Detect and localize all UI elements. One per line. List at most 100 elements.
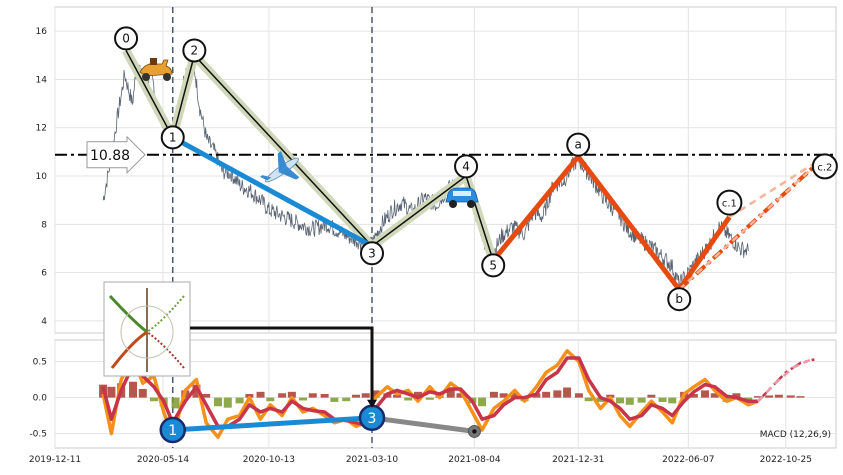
macd-histogram-bar	[214, 397, 223, 407]
car-window	[453, 191, 471, 196]
thumbnail-leaf	[108, 294, 148, 334]
macd-histogram-bar	[235, 397, 244, 404]
wave-label-circle	[454, 154, 479, 179]
macd-histogram-bar	[584, 397, 593, 402]
macd-histogram-bar	[287, 391, 296, 398]
macd-histogram-bar	[478, 397, 487, 407]
scooter-seat	[150, 58, 157, 65]
scooter-body	[139, 59, 173, 77]
price-y-tick-label: 16	[36, 27, 48, 37]
wave-label-circle	[481, 253, 506, 278]
macd-histogram-bar	[753, 396, 762, 398]
macd-histogram-bar	[413, 391, 422, 398]
macd-histogram-bar	[245, 394, 254, 398]
macd-histogram-bar	[765, 395, 774, 398]
macd-histogram-bar	[371, 390, 380, 398]
macd-histogram-bar	[266, 397, 275, 402]
wave-overlay-line	[171, 135, 374, 249]
macd-histogram-bar	[138, 388, 147, 398]
x-tick-label: 2021-08-04	[448, 455, 501, 465]
airplane-wing	[278, 166, 300, 180]
macd-histogram-bar	[796, 396, 805, 398]
wave-label-circle	[566, 132, 591, 157]
macd-histogram-bar	[786, 395, 795, 398]
price-y-tick-label: 12	[36, 124, 47, 134]
macd-histogram-bar	[574, 393, 583, 398]
macd-histogram-bar	[171, 397, 180, 409]
macd-histogram-bar	[689, 394, 698, 398]
wave-label-circle	[716, 189, 743, 216]
macd-histogram-bar	[129, 381, 138, 398]
macd-histogram-bar	[256, 391, 265, 398]
x-tick-label: 2020-10-13	[243, 455, 295, 465]
wave-label-circle	[114, 26, 139, 51]
price-y-tick-label: 6	[41, 269, 47, 279]
price-label-arrow-icon	[86, 135, 146, 174]
wave-overlay-line	[678, 155, 826, 291]
x-tick-label: 2019-12-11	[29, 455, 81, 465]
macd-histogram-bar	[647, 394, 656, 398]
macd-y-tick-label: -0.5	[29, 430, 47, 440]
car-icon	[445, 187, 479, 208]
thumbnail-leaf	[146, 331, 185, 369]
wave-label-text: 4	[462, 159, 470, 173]
scooter-icon	[139, 58, 173, 81]
price-y-tick-label: 8	[41, 220, 47, 230]
macd-histogram-bar	[308, 393, 317, 398]
price-y-tick-label: 14	[36, 75, 48, 85]
macd-annotation: MACD (12,26,9)	[760, 430, 831, 440]
macd-histogram-bar	[425, 397, 434, 400]
macd-histogram-bar	[668, 397, 677, 404]
x-tick-label: 2021-03-10	[346, 455, 399, 465]
wave-label-circle	[359, 241, 384, 266]
macd-histogram-bar	[499, 393, 508, 398]
thumbnail-connector-line	[190, 326, 374, 402]
airplane-icon	[259, 151, 300, 183]
price-y-tick-label: 10	[36, 172, 48, 182]
wave-label-text: 2	[191, 43, 199, 57]
x-tick-label: 2020-05-14	[137, 455, 190, 465]
divergence-connector	[371, 415, 475, 434]
x-tick-label: 2022-06-07	[662, 455, 714, 465]
macd-wave-marker-label: 3	[368, 411, 377, 427]
divergence-connector	[172, 415, 373, 433]
wave-overlay-line	[491, 152, 732, 294]
macd-histogram-bar	[701, 390, 710, 398]
macd-histogram-bar	[658, 397, 667, 402]
macd-y-tick-label: 0.0	[33, 394, 48, 404]
macd-wave-marker-label: 1	[168, 423, 177, 439]
wave-label-circle	[182, 38, 207, 63]
macd-histogram-bar	[542, 391, 551, 398]
macd-histogram-bar	[553, 390, 562, 398]
price-series-line	[102, 50, 749, 292]
wave-label-text: b	[675, 292, 683, 306]
thumbnail-leaf	[110, 330, 148, 369]
macd-histogram-bar	[732, 393, 741, 398]
macd-histogram-bar	[202, 394, 211, 398]
wave-label-text: c.2	[817, 162, 832, 173]
macd-histogram-bar	[223, 397, 232, 408]
wave-label-circle	[667, 287, 692, 312]
macd-y-tick-label: 0.5	[33, 358, 47, 368]
macd-projection-line	[757, 356, 815, 403]
macd-histogram-bar	[563, 387, 572, 398]
wave-label-circle	[811, 153, 838, 180]
airplane-wing	[277, 151, 287, 173]
macd-histogram-bar	[637, 397, 646, 403]
thumbnail-connector-arrow	[366, 399, 377, 408]
divergence-end-dot	[472, 429, 477, 434]
macd-histogram-bar	[510, 392, 519, 398]
signal-line	[101, 356, 758, 429]
car-wheel	[449, 200, 457, 208]
scooter-wheel	[142, 73, 150, 81]
macd-histogram-bar	[330, 397, 339, 402]
macd-histogram-bar	[299, 397, 308, 401]
macd-histogram-bar	[446, 390, 455, 398]
wave-label-text: 5	[489, 258, 497, 272]
macd-histogram-bar	[278, 393, 287, 398]
plant-thumbnail-icon	[103, 281, 191, 377]
macd-histogram-bar	[393, 394, 402, 398]
price-panel	[54, 6, 837, 334]
wave-label-circle	[160, 125, 185, 150]
